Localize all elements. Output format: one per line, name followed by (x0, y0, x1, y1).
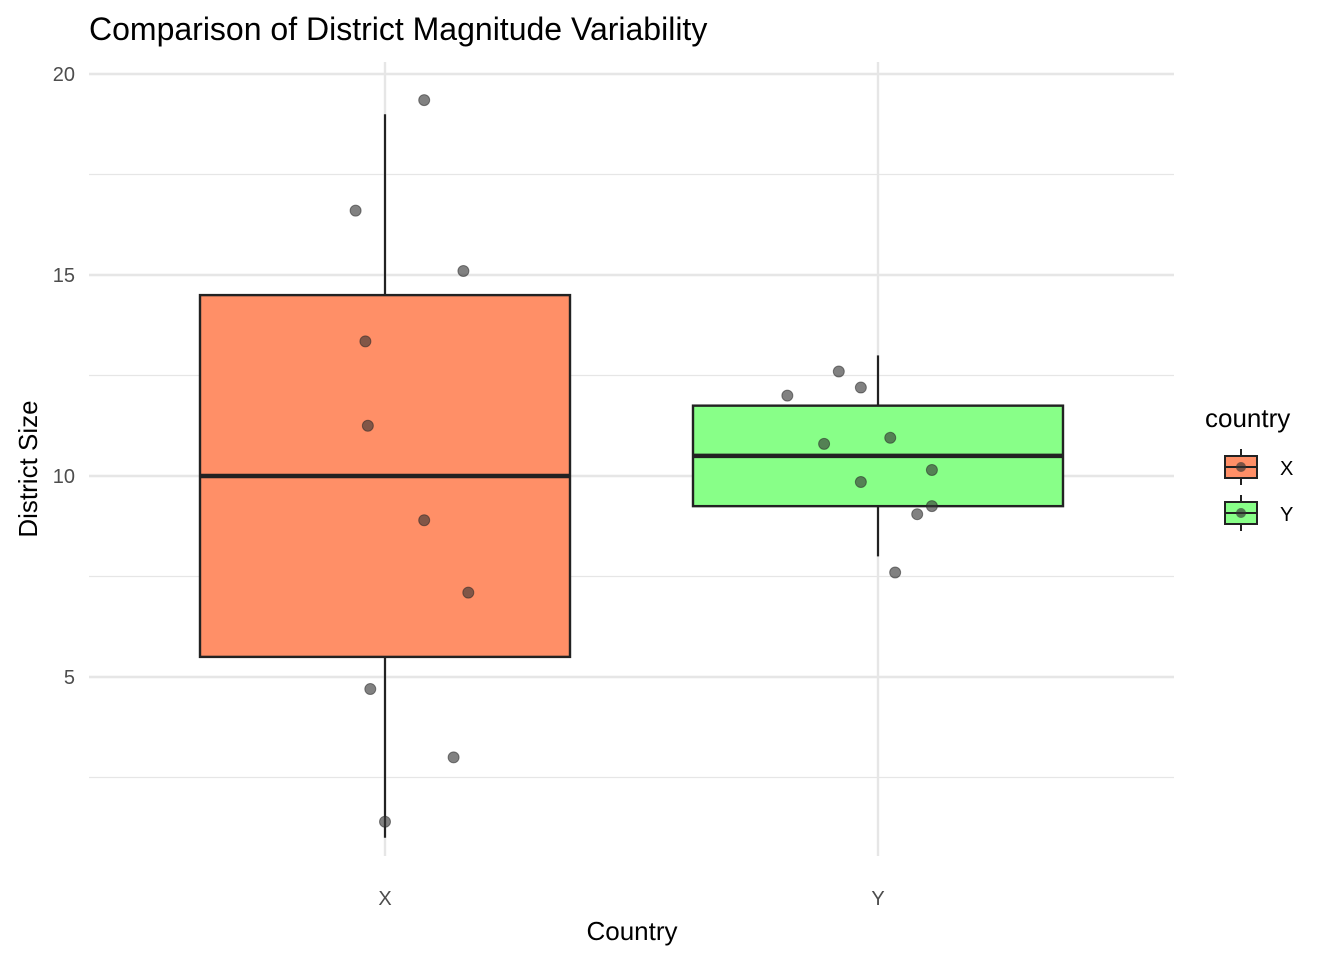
box-x (198, 114, 572, 838)
y-tick-label: 20 (53, 64, 75, 86)
legend-key-x: X (1224, 449, 1293, 485)
data-point (359, 335, 372, 348)
data-point (781, 389, 794, 402)
legend-point (1236, 508, 1246, 518)
data-point (379, 815, 391, 828)
legend-point (1236, 462, 1246, 472)
boxes (198, 114, 1065, 838)
data-point (349, 204, 362, 217)
chart-title: Comparison of District Magnitude Variabi… (89, 11, 707, 47)
data-point (364, 683, 377, 696)
data-point (457, 264, 470, 277)
data-point (462, 586, 475, 599)
data-point (418, 94, 431, 107)
y-axis-label: District Size (13, 400, 43, 537)
legend-title: country (1205, 403, 1290, 433)
data-point (884, 431, 897, 444)
data-point (925, 500, 938, 513)
data-point (818, 437, 831, 450)
legend-key-y: Y (1224, 495, 1293, 531)
y-tick-label: 5 (64, 667, 75, 689)
x-tick-label: Y (871, 888, 884, 910)
data-point (832, 365, 845, 378)
data-point (418, 514, 431, 527)
legend-label: Y (1280, 504, 1293, 526)
y-tick-label: 10 (53, 466, 75, 488)
legend-label: X (1280, 458, 1293, 480)
data-point (911, 508, 924, 521)
y-tick-label: 15 (53, 265, 75, 287)
data-point (447, 751, 460, 764)
data-point (361, 419, 374, 432)
legend: country X Y (1205, 403, 1293, 531)
x-tick-label: X (378, 888, 391, 910)
data-points (349, 94, 938, 828)
box-y (691, 355, 1065, 557)
axes: 5 10 15 20 X Y (53, 64, 885, 910)
data-point (854, 381, 867, 394)
data-point (889, 566, 902, 579)
data-point (925, 463, 938, 476)
x-axis-label: Country (586, 916, 677, 946)
data-point (854, 476, 867, 489)
